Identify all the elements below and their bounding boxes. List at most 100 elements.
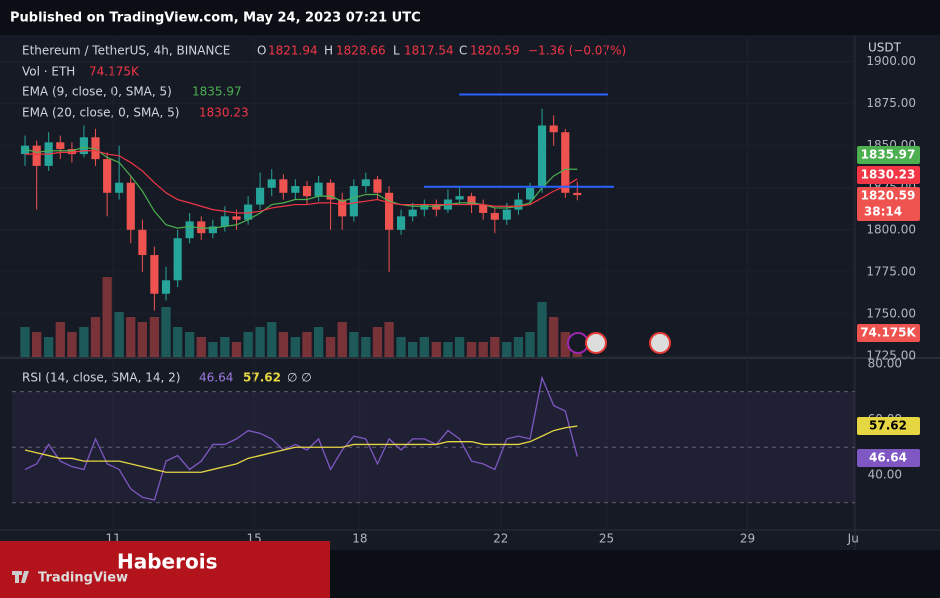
volume-bar	[90, 317, 101, 357]
ema20-label-box	[857, 166, 920, 184]
volume-bar	[172, 327, 183, 357]
candle-body	[67, 149, 76, 155]
event-icon	[585, 332, 607, 354]
candle-body	[208, 226, 217, 234]
low-value: 1817.54	[404, 44, 454, 58]
ema9-label: 1835.97	[861, 148, 916, 162]
volume-bar	[549, 317, 559, 357]
candle-body	[20, 145, 30, 155]
ohlc-letter: C	[459, 44, 467, 58]
volume-bar	[79, 327, 89, 357]
volume-bar	[220, 337, 230, 357]
x-tick-label: 18	[352, 532, 367, 546]
volume-bar	[243, 332, 253, 357]
volume-bar	[184, 332, 195, 357]
volume-bar	[114, 312, 124, 357]
x-tick-label: 25	[599, 532, 614, 546]
price-label: 1820.59	[861, 189, 916, 203]
candle-body	[115, 182, 124, 193]
candle-body	[232, 216, 241, 220]
volume-bar	[20, 327, 30, 357]
candle-body	[326, 182, 335, 200]
legend-ema-value: 1830.23	[199, 106, 249, 120]
y-tick-label: 1750.00	[866, 306, 916, 320]
candle-body	[126, 182, 135, 230]
close-value: 1820.59	[470, 44, 520, 58]
ema20-label: 1830.23	[861, 168, 916, 182]
rsi-line	[24, 425, 578, 473]
volume-bar	[490, 337, 500, 357]
rsi-label: 46.64	[869, 451, 907, 465]
volume-bar	[502, 342, 512, 357]
volume-bar	[431, 342, 441, 357]
change: −1.36 (−0.07%)	[528, 44, 626, 58]
legend-volume: Vol · ETH	[22, 65, 75, 79]
volume-bar	[55, 322, 65, 357]
candle-body	[385, 192, 394, 230]
candle-body	[432, 204, 441, 210]
candle-body	[502, 209, 511, 220]
volume-label-box	[857, 324, 920, 342]
volume-bar	[443, 342, 453, 357]
candle-body	[349, 186, 358, 217]
candle-body	[32, 145, 41, 166]
published: Published on TradingView.com, May 24, 20…	[10, 11, 421, 26]
volume-bar	[349, 332, 359, 357]
x-tick-label: 29	[740, 532, 755, 546]
volume-bar	[149, 317, 160, 357]
y-tick-label: 1900.00	[866, 54, 916, 68]
candle-body	[514, 199, 523, 210]
candle-body	[314, 182, 323, 197]
volume-bar	[466, 342, 477, 357]
ema-line	[25, 150, 578, 214]
volume-bar	[408, 342, 418, 357]
volume-bar	[361, 337, 371, 357]
candle-body	[197, 221, 206, 234]
candle-body	[91, 137, 100, 160]
volume-bar	[454, 337, 465, 357]
candle-body	[490, 212, 499, 220]
y-tick-label: 1775.00	[866, 264, 916, 278]
candle-body	[302, 186, 312, 197]
rsi-label-box	[857, 449, 920, 467]
volume-bar	[537, 302, 547, 357]
candle-body	[537, 125, 547, 188]
event-icons	[567, 332, 671, 354]
rsi-value: 46.64	[199, 371, 233, 385]
candle-body	[79, 137, 88, 155]
candle-body	[161, 280, 171, 294]
candle-body	[256, 187, 265, 205]
candle-body	[56, 142, 65, 150]
candle-body	[103, 159, 112, 193]
volume-bar	[372, 327, 383, 357]
volume-bar	[137, 322, 148, 357]
candle-body	[561, 132, 570, 193]
volume-bar	[513, 337, 524, 357]
volume-bar	[396, 337, 406, 357]
volume-bar	[337, 322, 347, 357]
volume-bar	[161, 307, 171, 357]
rsi-extra: ∅ ∅	[287, 371, 312, 385]
ohlc-letter: L	[393, 44, 400, 58]
volume-bar	[419, 337, 429, 357]
countdown: 38:14	[864, 205, 902, 219]
candle-body	[408, 209, 417, 217]
candle-body	[397, 216, 406, 230]
rsi-ma-label: 57.62	[869, 419, 907, 433]
candle-body	[420, 204, 429, 210]
volume-bar	[255, 327, 265, 357]
legend-ema: EMA (9, close, 0, SMA, 5)	[22, 85, 172, 99]
candle-body	[185, 221, 194, 239]
volume-bar	[302, 332, 312, 357]
watermark-banner	[0, 541, 330, 598]
symbol: Ethereum / TetherUS, 4h, BINANCE	[22, 44, 230, 58]
high-value: 1828.66	[336, 44, 386, 58]
x-tick-label: Ju	[847, 532, 859, 546]
volume-bar	[67, 332, 77, 357]
rsi-title: RSI (14, close, SMA, 14, 2)	[22, 371, 180, 385]
volume-bar	[208, 342, 218, 357]
volume-bar	[126, 317, 136, 357]
candle-body	[279, 179, 288, 193]
y-tick-label: 1875.00	[866, 96, 916, 110]
candle-body	[361, 179, 370, 187]
